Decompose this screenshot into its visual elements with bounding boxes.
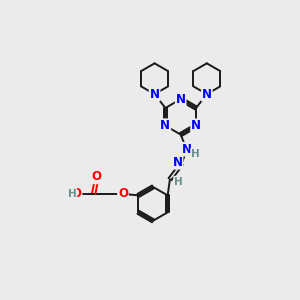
Text: N: N — [172, 156, 183, 169]
Text: O: O — [91, 170, 101, 183]
Text: N: N — [150, 88, 160, 100]
Text: H: H — [191, 149, 200, 159]
Text: N: N — [160, 119, 170, 132]
Text: H: H — [174, 176, 183, 187]
Text: O: O — [118, 187, 128, 200]
Text: N: N — [202, 88, 212, 100]
Text: H: H — [68, 189, 76, 199]
Text: N: N — [191, 119, 201, 132]
Text: N: N — [176, 93, 186, 106]
Text: O: O — [71, 187, 81, 200]
Text: N: N — [182, 143, 192, 156]
